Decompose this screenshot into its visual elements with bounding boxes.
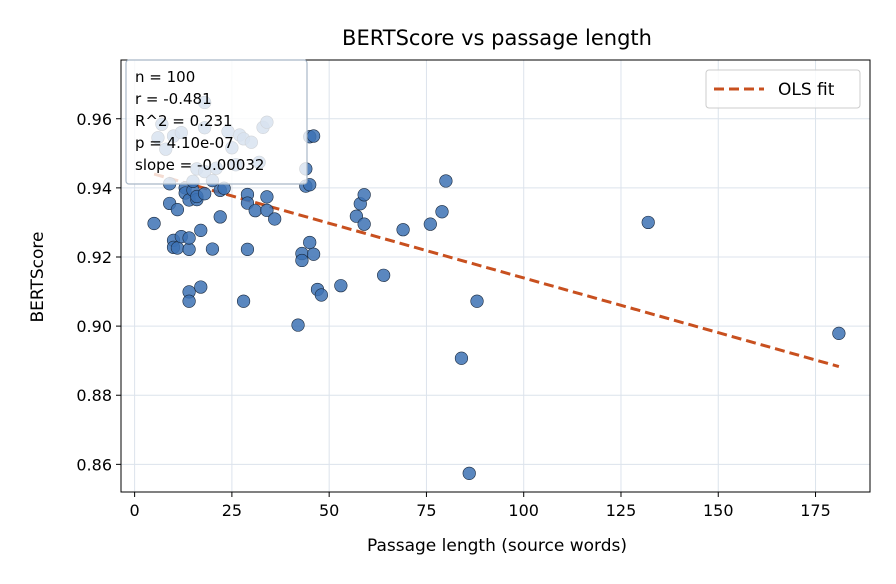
y-axis-ticks: 0.86 0.88 0.90 0.92 0.94 0.96	[76, 110, 121, 474]
legend-entry-ols-fit: OLS fit	[778, 80, 835, 100]
data-point	[307, 247, 321, 261]
grid-lines	[121, 60, 870, 492]
plot-frame	[120, 59, 871, 493]
data-point	[832, 326, 846, 340]
data-point	[439, 174, 453, 188]
fit-line-group	[153, 172, 840, 368]
y-tick-label: 0.92	[76, 248, 112, 267]
y-tick-label: 0.96	[76, 110, 112, 129]
x-tick-label: 0	[130, 501, 140, 520]
data-point	[182, 231, 196, 245]
chart-title: BERTScore vs passage length	[342, 26, 652, 50]
stats-line-r: r = -0.481	[135, 90, 212, 108]
stats-box: n = 100 r = -0.481 R^2 = 0.231 p = 4.10e…	[125, 59, 308, 185]
x-axis-label: Passage length (source words)	[367, 536, 627, 556]
data-point	[307, 129, 321, 143]
data-point	[641, 215, 655, 230]
data-point	[236, 294, 251, 308]
data-point	[260, 190, 274, 204]
y-axis-label: BERTScore	[28, 232, 48, 323]
data-point	[377, 268, 391, 282]
data-point	[147, 216, 161, 231]
data-point	[423, 217, 437, 231]
x-tick-label: 125	[606, 501, 637, 520]
y-tick-label: 0.90	[76, 317, 112, 336]
x-tick-label: 100	[508, 501, 539, 520]
data-point	[349, 209, 364, 223]
data-point	[291, 318, 305, 332]
ols-fit-line	[153, 172, 840, 368]
data-point	[268, 212, 282, 226]
data-point	[170, 241, 185, 255]
data-point	[260, 203, 274, 217]
data-point	[462, 466, 476, 480]
data-point	[396, 223, 410, 237]
data-point	[240, 242, 255, 256]
data-point	[205, 242, 220, 256]
data-point	[334, 279, 348, 293]
x-tick-label: 175	[800, 501, 831, 520]
data-point	[357, 188, 371, 202]
data-point	[303, 235, 317, 250]
data-point	[213, 210, 227, 224]
stats-line-p: p = 4.10e-07	[135, 134, 234, 152]
y-tick-label: 0.88	[76, 386, 112, 405]
stats-line-slope: slope = -0.00032	[135, 156, 264, 174]
x-tick-label: 150	[703, 501, 734, 520]
y-tick-label: 0.86	[76, 455, 112, 474]
stats-line-r2: R^2 = 0.231	[135, 112, 233, 130]
y-tick-label: 0.94	[76, 179, 112, 198]
stats-box-frame	[125, 59, 308, 185]
data-point	[295, 253, 309, 268]
legend: OLS fit	[705, 69, 861, 109]
data-point	[454, 351, 469, 365]
data-point	[182, 242, 196, 256]
data-point	[357, 217, 371, 231]
x-tick-label: 75	[416, 501, 436, 520]
x-tick-label: 50	[319, 501, 339, 520]
legend-frame	[705, 69, 861, 109]
data-point	[194, 280, 208, 294]
data-point	[314, 288, 328, 302]
data-point	[248, 204, 262, 218]
data-point	[182, 294, 196, 308]
data-point	[194, 223, 208, 237]
data-point	[170, 203, 185, 217]
data-point	[198, 187, 212, 201]
x-tick-label: 25	[222, 501, 242, 520]
data-point	[435, 205, 449, 219]
data-point	[470, 294, 484, 308]
x-axis-ticks: 0 25 50 75 100 125 150 175	[130, 492, 831, 520]
stats-line-n: n = 100	[135, 68, 195, 86]
